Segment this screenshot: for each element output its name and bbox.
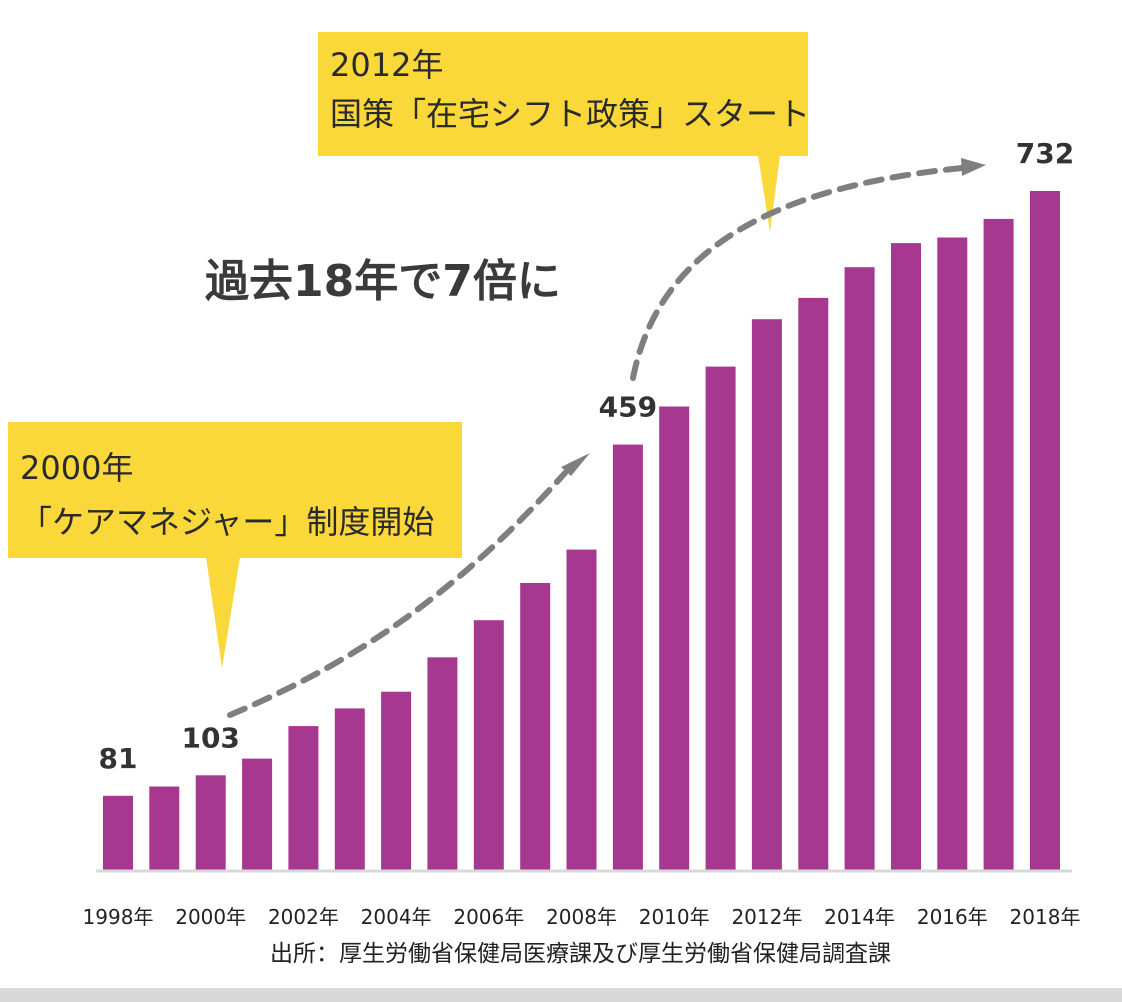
- x-tick-label: 2000年: [175, 905, 246, 929]
- x-tick-label: 2002年: [268, 905, 339, 929]
- source-note: 出所：厚生労働省保健局医療課及び厚生労働省保健局調査課: [270, 941, 891, 967]
- data-label-2009年: 459: [599, 391, 657, 424]
- trend-arrow-2000-2008: [227, 470, 568, 718]
- bar-2000年: [195, 775, 226, 871]
- bar-2009年: [612, 444, 643, 871]
- bar-2016年: [937, 237, 968, 871]
- callout-2000-year: 2000年: [20, 449, 134, 487]
- bar-2011年: [705, 366, 736, 871]
- bar-1998年: [103, 795, 133, 871]
- bar-2004年: [381, 691, 412, 871]
- callout-2012-pointer: [758, 155, 780, 232]
- bar-2003年: [334, 708, 365, 871]
- bar-2001年: [242, 758, 273, 871]
- bar-2015年: [891, 243, 921, 872]
- x-tick-label: 2008年: [546, 905, 617, 929]
- x-tick-label: 1998年: [83, 905, 154, 929]
- bar-1999年: [149, 786, 180, 871]
- bar-2007年: [520, 583, 551, 871]
- bar-2017年: [983, 218, 1014, 871]
- bar-2002年: [288, 726, 319, 871]
- bottom-band: [0, 988, 1122, 1002]
- callout-2000-pointer: [206, 557, 240, 668]
- bar-2008年: [566, 549, 597, 871]
- bar-2012年: [751, 319, 782, 871]
- trend-arrowhead-2009-2018: [961, 158, 986, 176]
- callout-2000: 2000年 「ケアマネジャー」制度開始: [8, 422, 462, 558]
- bar-2018年: [1030, 191, 1060, 871]
- bar-2010年: [659, 406, 690, 871]
- x-tick-label: 2010年: [639, 905, 710, 929]
- data-label-2000年: 103: [181, 721, 239, 754]
- bar-2006年: [473, 620, 504, 871]
- bar-2014年: [844, 267, 875, 871]
- trend-arrowhead-2000-2008: [561, 453, 590, 476]
- callout-2012-year: 2012年: [330, 46, 444, 84]
- callout-2012: 2012年 国策「在宅シフト政策」スタート: [318, 32, 811, 156]
- callout-2012-text: 国策「在宅シフト政策」スタート: [330, 95, 811, 133]
- data-label-2018年: 732: [1016, 137, 1074, 170]
- x-tick-label: 2004年: [361, 905, 432, 929]
- bar-2005年: [427, 657, 458, 871]
- x-tick-label: 2016年: [917, 905, 988, 929]
- x-tick-label: 2006年: [453, 905, 524, 929]
- bar-2013年: [798, 297, 829, 871]
- callout-2000-text: 「ケアマネジャー」制度開始: [20, 503, 435, 541]
- headline: 過去18年で7倍に: [205, 256, 561, 307]
- trend-arrow-2009-2018: [630, 165, 965, 381]
- x-tick-label: 2014年: [824, 905, 895, 929]
- data-label-1998年: 81: [99, 742, 138, 775]
- x-tick-label: 2012年: [731, 905, 802, 929]
- x-tick-label: 2018年: [1010, 905, 1081, 929]
